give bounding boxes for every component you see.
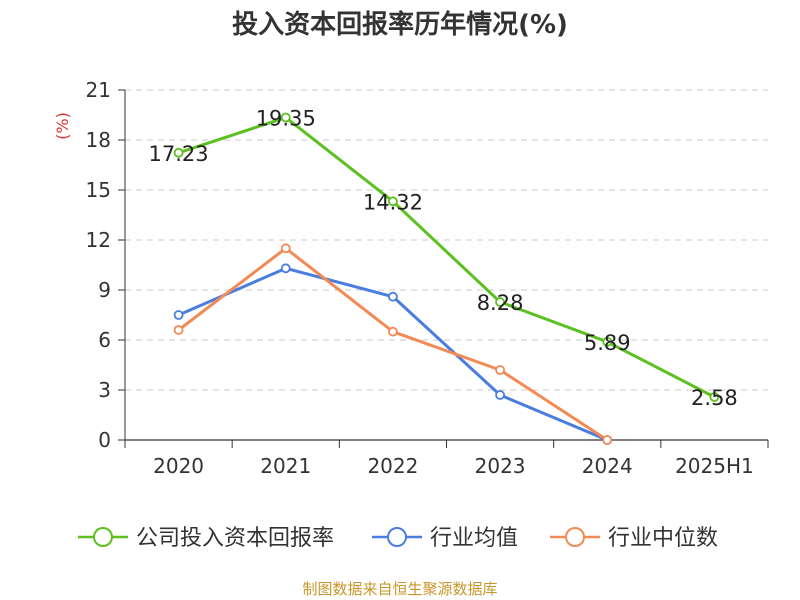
data-point[interactable]	[280, 112, 291, 123]
legend-marker	[93, 527, 113, 547]
x-tick-label: 2022	[367, 454, 418, 478]
data-point[interactable]	[280, 243, 291, 254]
legend[interactable]: 公司投入资本回报率 行业均值 行业中位数	[78, 526, 718, 551]
data-label: 17.23	[149, 142, 209, 166]
legend-label: 行业中位数	[608, 526, 718, 551]
x-tick-label: 2025H1	[675, 454, 754, 478]
source-note: 制图数据来自恒生聚源数据库	[302, 580, 497, 598]
y-tick-label: 0	[98, 428, 111, 452]
series-line	[178, 116, 716, 399]
chart-title: 投入资本回报率历年情况(%)	[232, 9, 568, 40]
x-tick-label: 2021	[260, 454, 311, 478]
y-tick-label: 12	[86, 228, 111, 252]
axes: 0 3 6 9 12 15 18 21 2020 2021 2022 2023 2024 2025H1	[86, 78, 769, 478]
legend-marker	[565, 527, 585, 547]
series-group	[173, 112, 720, 445]
data-point[interactable]	[173, 310, 184, 320]
data-point[interactable]	[602, 336, 613, 347]
data-point[interactable]	[173, 147, 184, 158]
data-label: 5.89	[584, 331, 631, 355]
data-point[interactable]	[388, 326, 398, 337]
series-line	[177, 246, 609, 442]
legend-item-1[interactable]: 行业均值	[372, 526, 518, 551]
series-1	[173, 263, 613, 445]
data-point[interactable]	[495, 365, 505, 375]
data-point[interactable]	[602, 435, 613, 445]
data-labels: 17.23 19.35 14.32 8.28 5.89 2.58	[149, 107, 738, 411]
data-label: 14.32	[363, 190, 423, 214]
data-point[interactable]	[495, 390, 505, 400]
series-0	[173, 112, 720, 402]
y-tick-label: 9	[98, 278, 111, 302]
y-tick-label: 21	[86, 78, 111, 102]
y-tick-label: 3	[98, 378, 111, 402]
grid-lines	[125, 89, 768, 391]
data-label: 19.35	[256, 107, 316, 131]
legend-item-0[interactable]: 公司投入资本回报率	[78, 526, 334, 551]
x-tick-label: 2020	[153, 454, 204, 478]
data-point[interactable]	[280, 263, 291, 274]
legend-label: 行业均值	[430, 526, 518, 551]
series-2	[173, 243, 613, 445]
legend-label: 公司投入资本回报率	[136, 526, 334, 551]
data-point[interactable]	[495, 297, 505, 307]
x-tick-label: 2024	[582, 454, 633, 478]
data-point[interactable]	[173, 325, 184, 335]
legend-marker	[387, 527, 407, 547]
x-tick-label: 2023	[475, 454, 526, 478]
y-tick-label: 15	[86, 178, 111, 202]
data-label: 8.28	[477, 291, 524, 315]
data-label: 2.58	[691, 386, 738, 410]
y-tick-label: 6	[98, 328, 111, 352]
legend-item-2[interactable]: 行业中位数	[550, 526, 718, 551]
y-axis-label: (%)	[53, 112, 72, 140]
y-tick-label: 18	[86, 128, 111, 152]
data-point[interactable]	[709, 392, 720, 402]
data-point[interactable]	[388, 291, 398, 302]
data-point[interactable]	[388, 196, 398, 207]
